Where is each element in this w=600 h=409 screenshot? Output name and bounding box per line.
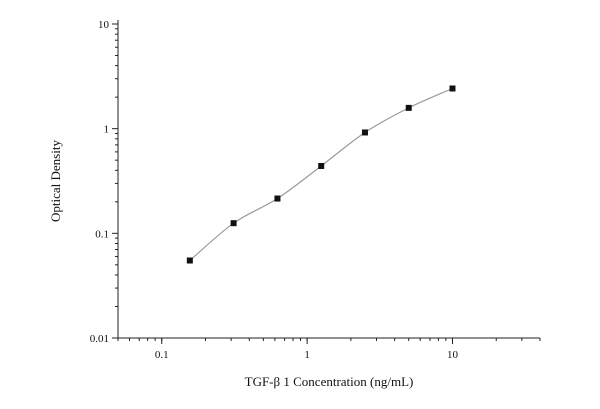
- x-axis-title: TGF-β 1 Concentration (ng/mL): [245, 374, 414, 389]
- fit-curve: [189, 87, 453, 261]
- x-tick-label: 1: [304, 349, 310, 361]
- data-point: [230, 220, 237, 227]
- data-point: [449, 85, 456, 92]
- y-axis-title: Optical Density: [48, 140, 63, 222]
- x-tick-label: 10: [447, 349, 459, 361]
- fit-curve-layer: [189, 87, 453, 261]
- data-point: [186, 257, 193, 264]
- data-point: [405, 104, 412, 111]
- x-tick-label: 0.1: [155, 349, 169, 361]
- data-point: [274, 195, 281, 202]
- data-point: [318, 162, 325, 169]
- y-tick-label: 0.01: [90, 333, 109, 345]
- axes: 0.1 1 10 0.01 0.1 1 10: [90, 19, 541, 361]
- y-tick-label: 1: [104, 124, 110, 136]
- data-point: [361, 129, 368, 136]
- data-points: [186, 85, 456, 264]
- y-tick-label: 10: [98, 19, 110, 31]
- y-tick-label: 0.1: [95, 228, 109, 240]
